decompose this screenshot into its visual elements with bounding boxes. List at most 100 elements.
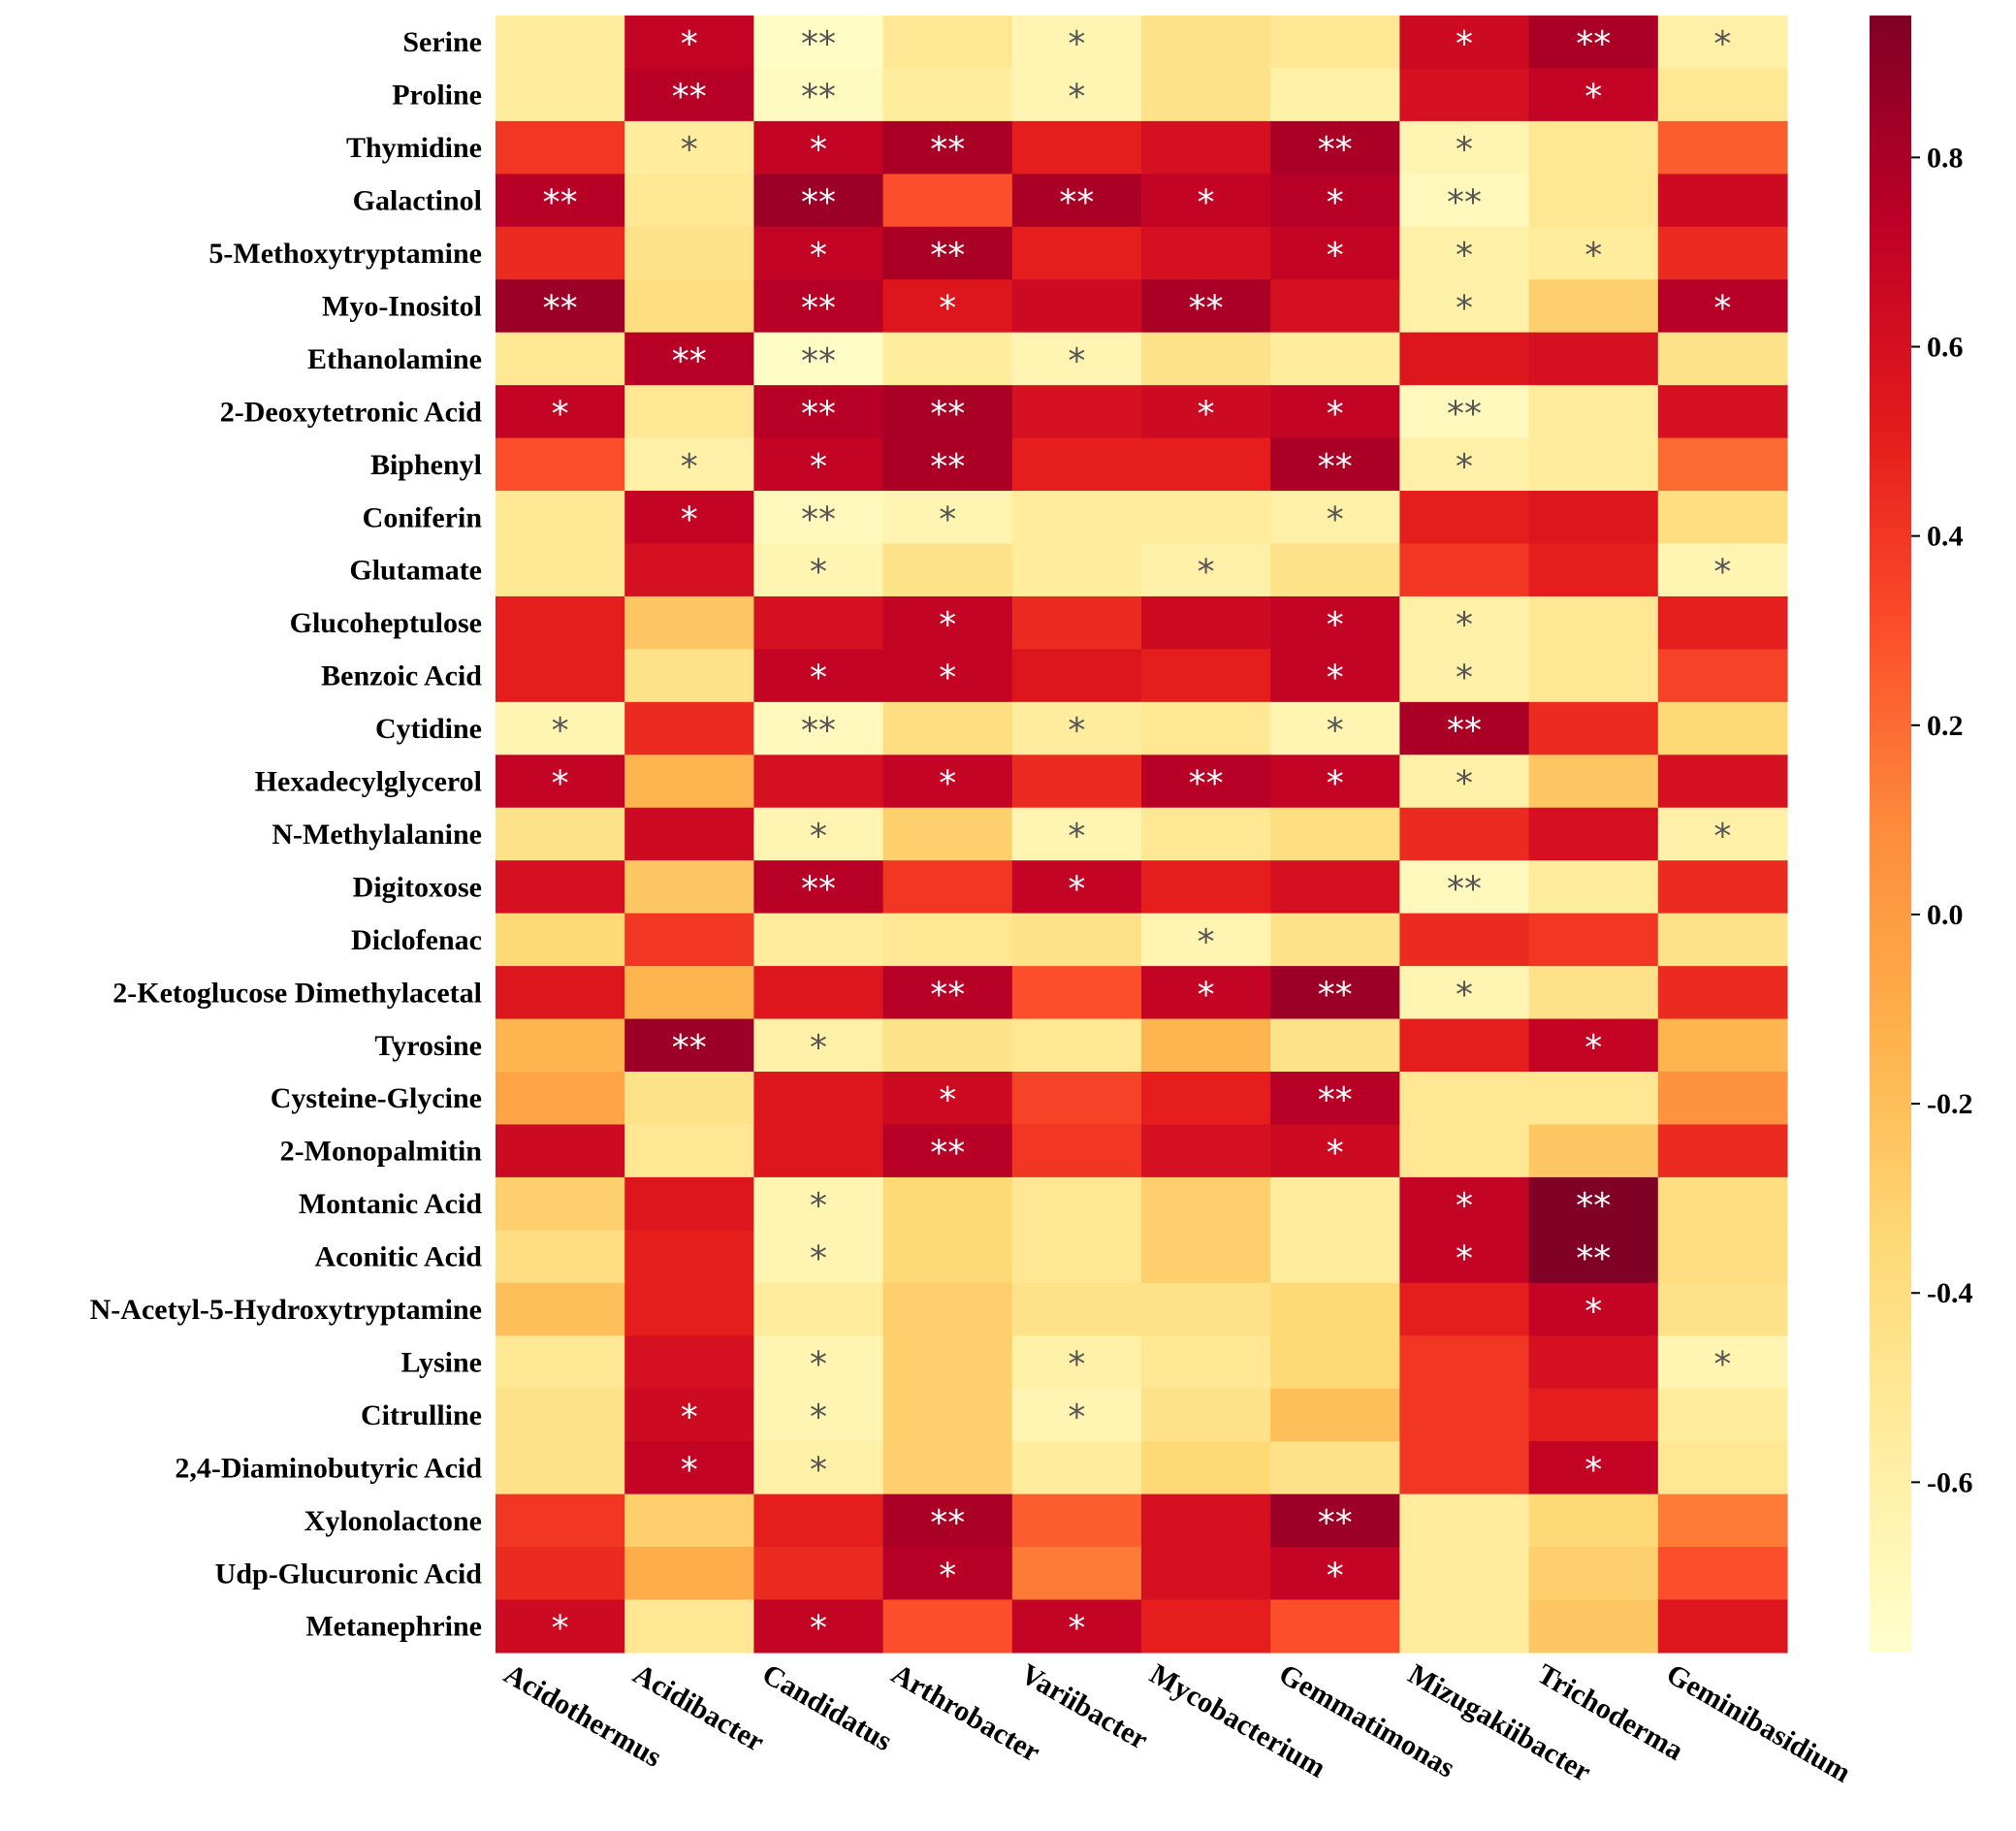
heatmap-cell	[1399, 1282, 1530, 1336]
heatmap-cell	[882, 437, 1013, 492]
heatmap-cell	[1011, 437, 1142, 492]
significance-mark: **	[801, 711, 836, 751]
heatmap-cell	[1399, 1388, 1530, 1442]
heatmap-cell	[1399, 1335, 1530, 1390]
significance-mark: *	[810, 817, 827, 856]
heatmap-cell	[1011, 595, 1142, 650]
heatmap-cell	[1141, 1072, 1271, 1126]
significance-mark: *	[810, 1186, 827, 1226]
heatmap-cell	[882, 595, 1013, 650]
significance-mark: *	[1198, 553, 1215, 593]
row-label: Aconitic Acid	[315, 1241, 483, 1273]
heatmap-cell	[1011, 174, 1142, 228]
significance-mark: *	[681, 130, 698, 170]
heatmap-cell	[753, 491, 884, 545]
heatmap-cell	[1141, 649, 1271, 703]
significance-marks: * ** * * ** *** ** * ** * ** ** *** ** ** * * *** ** * * *** *…	[543, 24, 1732, 1648]
heatmap-cell	[753, 332, 884, 386]
heatmap-cell	[882, 16, 1013, 70]
heatmap-cell	[1528, 543, 1659, 597]
heatmap-cell	[1657, 595, 1788, 650]
heatmap-cell	[1270, 1441, 1400, 1495]
heatmap-cell	[1399, 649, 1530, 703]
heatmap-cell	[1141, 913, 1271, 967]
heatmap-cell	[496, 1072, 625, 1126]
heatmap-cell	[1270, 1599, 1400, 1654]
heatmap-cell	[1399, 966, 1530, 1020]
heatmap-cell	[753, 701, 884, 755]
heatmap-cell	[624, 913, 754, 967]
heatmap-cell	[882, 1335, 1013, 1390]
heatmap-cell	[1011, 385, 1142, 439]
heatmap-cell	[1270, 437, 1400, 492]
significance-mark: *	[1456, 130, 1473, 170]
heatmap-cells	[496, 16, 1788, 1654]
heatmap-cell	[1657, 491, 1788, 545]
heatmap-cell	[1657, 332, 1788, 386]
heatmap-cell	[1657, 1599, 1788, 1654]
heatmap-cell	[1657, 1230, 1788, 1284]
heatmap-cell	[624, 1072, 754, 1126]
heatmap-cell	[1270, 1176, 1400, 1231]
row-label: N-Methylalanine	[272, 819, 482, 851]
heatmap-cell	[1141, 1176, 1271, 1231]
heatmap-cell	[1399, 279, 1530, 334]
significance-mark: *	[810, 1450, 827, 1490]
heatmap-cell	[882, 966, 1013, 1020]
significance-mark: *	[939, 1556, 956, 1595]
heatmap-cell	[1270, 16, 1400, 70]
heatmap-cell	[753, 649, 884, 703]
heatmap-cell	[1528, 1441, 1659, 1495]
heatmap-cell	[624, 543, 754, 597]
heatmap-cell	[1270, 543, 1400, 597]
heatmap-cell	[1399, 1018, 1530, 1073]
heatmap-cell	[624, 1547, 754, 1601]
heatmap-cell	[1011, 1282, 1142, 1336]
row-label: Glucoheptulose	[290, 607, 482, 639]
significance-mark: *	[1198, 394, 1215, 434]
heatmap-cell	[1141, 226, 1271, 280]
heatmap-cell	[496, 385, 625, 439]
heatmap-cell	[882, 755, 1013, 809]
significance-mark: *	[1327, 1134, 1344, 1173]
heatmap-cell	[1528, 1018, 1659, 1073]
significance-mark: *	[1584, 78, 1602, 117]
heatmap-cell	[753, 1176, 884, 1231]
row-label: Montanic Acid	[299, 1188, 482, 1220]
heatmap-cell	[624, 1282, 754, 1336]
heatmap-cell	[1657, 1494, 1788, 1548]
significance-mark: *	[1198, 922, 1215, 962]
significance-mark: **	[1447, 394, 1482, 434]
heatmap-cell	[624, 437, 754, 492]
heatmap-cell	[624, 595, 754, 650]
heatmap-cell	[1528, 807, 1659, 861]
heatmap-cell	[1399, 1072, 1530, 1126]
heatmap-cell	[1141, 120, 1271, 175]
heatmap-cell	[496, 16, 625, 70]
significance-mark: *	[1584, 236, 1602, 275]
significance-mark: **	[801, 499, 836, 539]
heatmap-cell	[1528, 649, 1659, 703]
row-label: Hexadecylglycerol	[255, 766, 482, 798]
heatmap-cell	[1399, 1124, 1530, 1178]
significance-mark: **	[1318, 1503, 1353, 1543]
heatmap-cell	[624, 279, 754, 334]
heatmap-cell	[1528, 1388, 1659, 1442]
heatmap-cell	[753, 1230, 884, 1284]
heatmap-cell	[1011, 1599, 1142, 1654]
heatmap-cell	[753, 595, 884, 650]
significance-mark: *	[1068, 1397, 1085, 1437]
heatmap-cell	[1141, 543, 1271, 597]
row-label: Galactinol	[353, 185, 482, 217]
heatmap-cell	[1270, 174, 1400, 228]
heatmap-cell	[882, 1176, 1013, 1231]
heatmap-cell	[1657, 68, 1788, 122]
heatmap-cell	[624, 385, 754, 439]
heatmap-cell	[753, 543, 884, 597]
significance-mark: *	[681, 499, 698, 539]
heatmap-cell	[1011, 860, 1142, 915]
heatmap-cell	[1141, 701, 1271, 755]
heatmap-cell	[753, 385, 884, 439]
heatmap-cell	[882, 1441, 1013, 1495]
significance-mark: **	[930, 236, 965, 275]
